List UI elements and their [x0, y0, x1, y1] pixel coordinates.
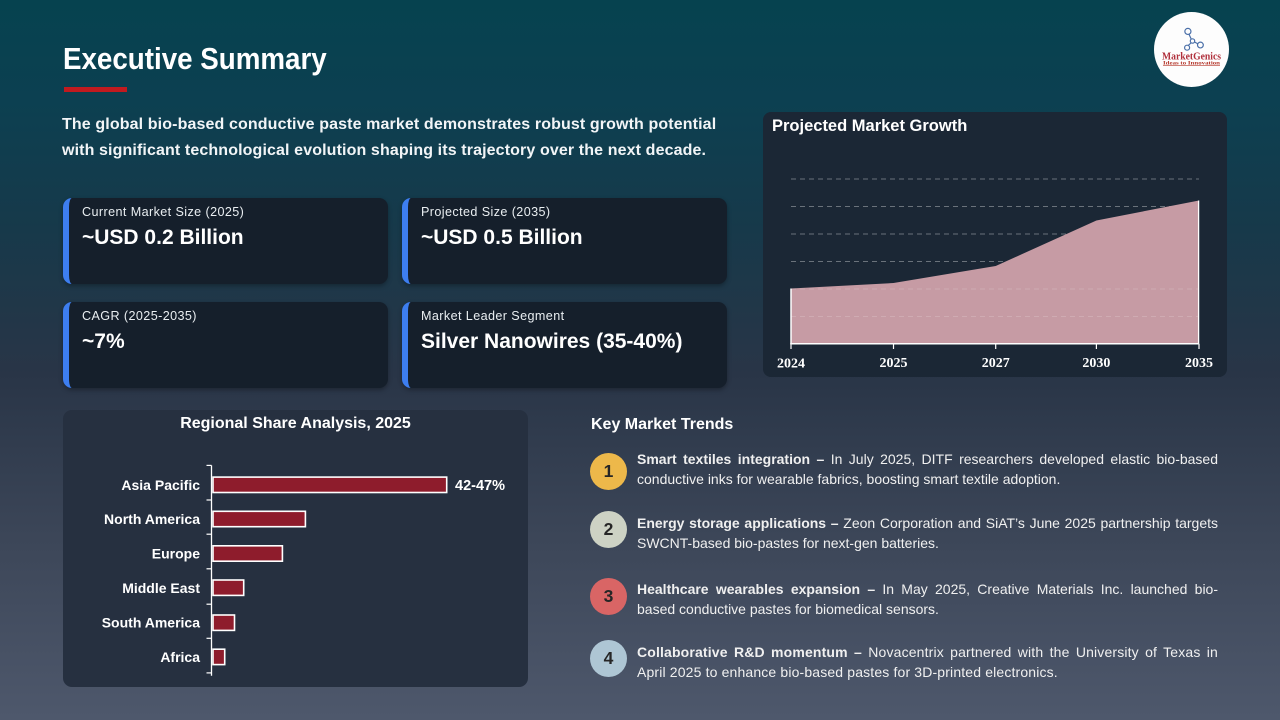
- svg-text:2030: 2030: [1082, 356, 1110, 371]
- svg-text:2024: 2024: [777, 357, 805, 372]
- svg-text:MarketGenics: MarketGenics: [1162, 50, 1221, 62]
- svg-text:2035: 2035: [1185, 356, 1213, 371]
- svg-text:South America: South America: [102, 615, 200, 631]
- svg-text:Ideas to Innovation: Ideas to Innovation: [1163, 61, 1220, 67]
- svg-text:Europe: Europe: [152, 546, 200, 562]
- svg-text:Asia Pacific: Asia Pacific: [121, 477, 200, 493]
- svg-text:Africa: Africa: [160, 649, 200, 665]
- svg-text:42-47%: 42-47%: [455, 478, 505, 494]
- svg-text:Middle East: Middle East: [122, 580, 200, 596]
- svg-text:2027: 2027: [982, 356, 1010, 371]
- svg-text:2025: 2025: [880, 356, 908, 371]
- svg-text:North America: North America: [104, 511, 200, 527]
